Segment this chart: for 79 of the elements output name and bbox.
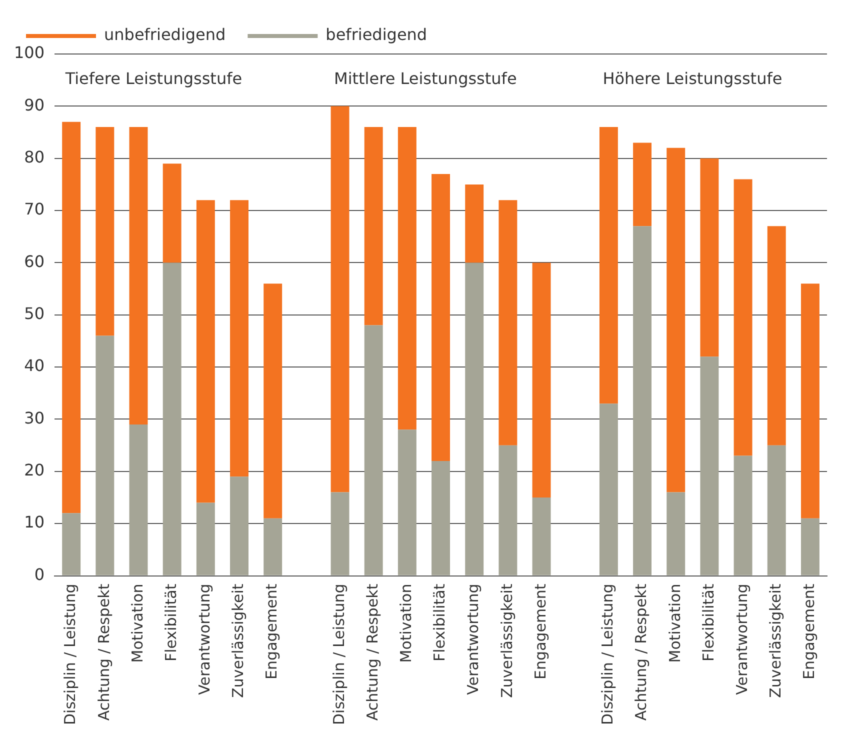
- x-tick-label: Verantwortung: [196, 584, 214, 695]
- bar: [666, 492, 686, 576]
- legend-label: befriedigend: [326, 25, 428, 44]
- bar: [62, 513, 81, 576]
- bar: [767, 226, 786, 446]
- bar: [465, 262, 484, 576]
- x-tick-label: Motivation: [666, 584, 684, 663]
- y-tick-label: 10: [24, 512, 45, 532]
- bar: [62, 122, 81, 514]
- bar: [700, 356, 719, 576]
- y-tick-label: 30: [24, 408, 45, 428]
- bar: [96, 336, 114, 576]
- y-tick-label: 80: [24, 148, 45, 167]
- bar: [364, 325, 383, 576]
- bar: [465, 184, 484, 263]
- legend-label: unbefriedigend: [104, 25, 226, 44]
- x-tick-label: Verantwortung: [732, 584, 751, 695]
- bar: [599, 127, 618, 404]
- bar: [498, 200, 518, 446]
- bar: [162, 164, 182, 263]
- x-tick-label: Flexibilität: [430, 584, 449, 662]
- bar: [330, 492, 350, 576]
- bar: [230, 476, 248, 576]
- bar: [734, 179, 752, 456]
- bar: [196, 200, 215, 503]
- y-tick-label: 100: [14, 43, 45, 62]
- y-tick-label: 0: [34, 564, 45, 584]
- bar: [432, 174, 450, 461]
- bar: [633, 142, 652, 226]
- bar: [532, 262, 551, 498]
- x-tick-label: Achtung / Respekt: [363, 584, 382, 721]
- bar: [196, 502, 215, 576]
- y-tick-label: 60: [24, 252, 45, 271]
- x-tick-label: Engagement: [531, 584, 550, 680]
- bar: [264, 518, 282, 576]
- bar: [129, 424, 148, 576]
- bar: [532, 497, 551, 576]
- y-tick-label: 90: [24, 95, 45, 114]
- x-tick-label: Engagement: [262, 584, 281, 680]
- x-tick-label: Achtung / Respekt: [632, 584, 650, 721]
- bar: [230, 200, 248, 477]
- annotation: Mittlere Leistungsstufe: [334, 69, 517, 88]
- x-tick-label: Engagement: [800, 584, 818, 680]
- bar: [767, 445, 786, 576]
- x-tick-label: Disziplin / Leistung: [598, 584, 617, 725]
- y-tick-label: 70: [24, 200, 45, 219]
- x-tick-label: Flexibilität: [699, 584, 718, 662]
- bar: [633, 226, 652, 576]
- bar: [800, 284, 820, 518]
- x-tick-label: Disziplin / Leistung: [330, 584, 348, 725]
- x-tick-label: Achtung / Respekt: [94, 584, 113, 721]
- bar: [264, 284, 282, 518]
- bar: [734, 456, 752, 576]
- bar: [432, 460, 450, 576]
- x-tick-label: Zuverlässigkeit: [766, 584, 785, 698]
- bar: [330, 106, 350, 492]
- x-tick-label: Disziplin / Leistung: [61, 584, 80, 725]
- x-tick-label: Verantwortung: [464, 584, 482, 695]
- y-tick-label: 50: [24, 304, 45, 324]
- bar: [398, 430, 416, 576]
- x-tick-label: Flexibilität: [162, 584, 180, 662]
- bar: [498, 445, 518, 576]
- x-tick-label: Motivation: [397, 584, 416, 663]
- bar: [599, 404, 618, 576]
- x-tick-label: Motivation: [128, 584, 146, 663]
- bar: [700, 158, 719, 357]
- bar: [364, 127, 383, 326]
- annotation: Tiefere Leistungsstufe: [64, 69, 242, 88]
- bar: [800, 518, 820, 576]
- x-tick-label: Zuverlässigkeit: [229, 584, 248, 698]
- bar: [666, 148, 686, 492]
- y-tick-label: 40: [24, 356, 45, 376]
- bar: [129, 127, 148, 424]
- bar: [162, 262, 182, 576]
- annotation: Höhere Leistungsstufe: [602, 69, 782, 88]
- y-tick-label: 20: [24, 460, 45, 480]
- x-tick-label: Zuverlässigkeit: [498, 584, 516, 698]
- bar: [398, 127, 416, 430]
- bar: [96, 127, 114, 336]
